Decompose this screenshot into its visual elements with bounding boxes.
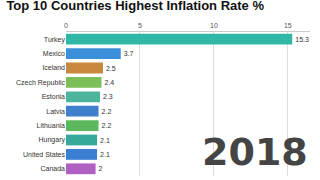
svg-text:Latvia: Latvia [46,108,65,115]
svg-text:Mexico: Mexico [43,50,65,57]
svg-text:0: 0 [64,22,68,29]
svg-text:2: 2 [99,165,103,172]
svg-text:Iceland: Iceland [42,64,65,71]
svg-text:15: 15 [284,22,292,29]
svg-text:15.3: 15.3 [295,36,309,43]
svg-text:Czech Republic: Czech Republic [16,79,66,87]
svg-text:3.7: 3.7 [124,50,134,57]
svg-text:2.3: 2.3 [103,93,113,100]
svg-text:Turkey: Turkey [44,36,66,44]
svg-text:Hungary: Hungary [39,136,66,144]
svg-text:2.5: 2.5 [106,65,116,72]
svg-text:2.2: 2.2 [102,108,112,115]
svg-text:Top 10 Countries Highest Infla: Top 10 Countries Highest Inflation Rate … [6,0,264,13]
svg-text:2018: 2018 [202,130,308,174]
svg-text:2.1: 2.1 [100,137,110,144]
svg-text:2.2: 2.2 [102,122,112,129]
svg-text:2.1: 2.1 [100,151,110,158]
svg-text:5: 5 [138,22,142,29]
svg-text:Estonia: Estonia [42,93,65,100]
svg-text:United States: United States [23,151,66,158]
svg-text:10: 10 [210,22,218,29]
svg-text:2.4: 2.4 [104,79,114,86]
svg-text:Lithuania: Lithuania [37,122,66,129]
svg-text:Canada: Canada [40,165,65,172]
